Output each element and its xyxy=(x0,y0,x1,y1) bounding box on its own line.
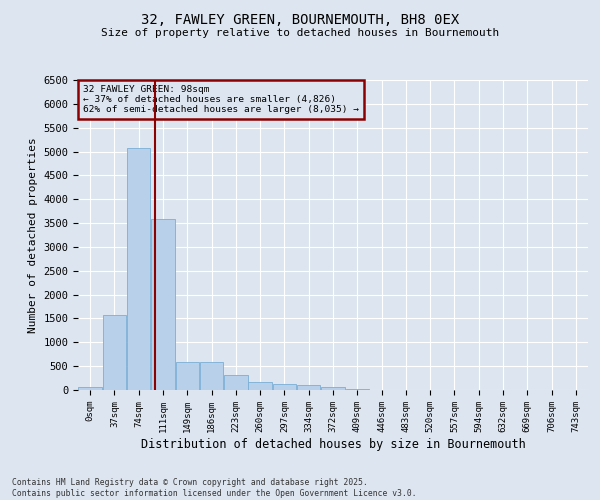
Bar xyxy=(321,387,345,390)
Bar xyxy=(176,362,199,390)
X-axis label: Distribution of detached houses by size in Bournemouth: Distribution of detached houses by size … xyxy=(140,438,526,450)
Text: 32, FAWLEY GREEN, BOURNEMOUTH, BH8 0EX: 32, FAWLEY GREEN, BOURNEMOUTH, BH8 0EX xyxy=(141,12,459,26)
Bar xyxy=(127,148,151,390)
Text: 32 FAWLEY GREEN: 98sqm
← 37% of detached houses are smaller (4,826)
62% of semi-: 32 FAWLEY GREEN: 98sqm ← 37% of detached… xyxy=(83,84,359,114)
Text: Contains HM Land Registry data © Crown copyright and database right 2025.
Contai: Contains HM Land Registry data © Crown c… xyxy=(12,478,416,498)
Bar xyxy=(200,362,223,390)
Bar xyxy=(224,375,248,390)
Bar xyxy=(103,314,126,390)
Bar xyxy=(346,389,369,390)
Y-axis label: Number of detached properties: Number of detached properties xyxy=(28,137,38,333)
Bar xyxy=(272,384,296,390)
Bar xyxy=(297,385,320,390)
Bar xyxy=(79,388,102,390)
Text: Size of property relative to detached houses in Bournemouth: Size of property relative to detached ho… xyxy=(101,28,499,38)
Bar xyxy=(248,382,272,390)
Bar xyxy=(151,220,175,390)
